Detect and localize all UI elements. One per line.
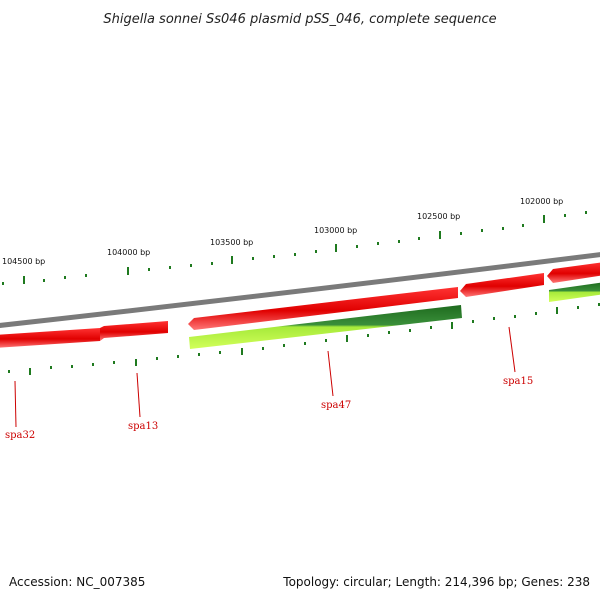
map-title: Shigella sonnei Ss046 plasmid pSS_046, c… [103,12,496,27]
cds-arrow [460,273,544,297]
ruler-label: 104000 bp [107,248,150,257]
backbone-arc [0,252,600,328]
gene-label: spa15 [503,376,533,387]
ruler-labels: 104500 bp 104000 bp 103500 bp 103000 bp … [2,197,563,266]
ruler-ticks-outer [2,211,587,285]
summary-text: Topology: circular; Length: 214,396 bp; … [283,575,590,589]
gene-leaders [14,326,516,428]
accession-text: Accession: NC_007385 [9,575,146,589]
gene-label: spa13 [128,421,158,432]
gene-leader-line [327,350,334,397]
gene-leader-line [136,372,141,418]
ruler-label: 103500 bp [210,238,253,247]
cds-arrow [100,321,168,341]
gene-leader-line [14,380,17,428]
feature-bar [189,305,462,349]
ruler-label: 104500 bp [2,257,45,266]
gene-label: spa32 [5,430,35,441]
ruler-label: 102000 bp [520,197,563,206]
cds-arrow [547,262,600,283]
cds-arrow [188,287,458,330]
ruler-label: 103000 bp [314,226,357,235]
cds-arrow [0,328,100,348]
gene-leader-line [508,326,516,373]
gene-label: spa47 [321,400,351,411]
ruler-label: 102500 bp [417,212,460,221]
gene-labels: spa32 spa13 spa47 spa15 [5,376,533,441]
feature-bar [549,282,600,302]
ruler-ticks-inner [8,303,600,375]
feature-track [189,282,600,349]
cds-track [0,262,600,348]
